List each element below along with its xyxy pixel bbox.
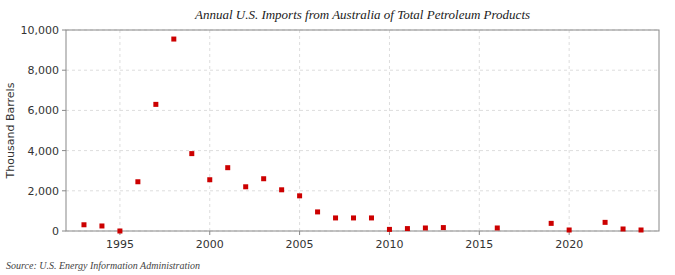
y-tick-label: 8,000 [28,64,60,77]
point [495,225,500,230]
point [549,221,554,226]
point [261,176,266,181]
x-grid-line [479,30,480,231]
x-grid-line [299,30,300,231]
y-axis-label: Thousand Barrels [4,82,17,179]
y-tick [62,110,66,111]
point [279,187,284,192]
point [441,225,446,230]
y-tick-label: 6,000 [28,104,60,117]
y-tick-label: 4,000 [28,145,60,158]
source-note: Source: U.S. Energy Information Administ… [6,260,200,271]
point [639,227,644,232]
x-tick [299,231,300,235]
y-tick [62,150,66,151]
point [423,225,428,230]
x-grid-line [119,30,120,231]
point [207,177,212,182]
chart-svg: 0 2,000 4,000 6,000 8,000 10,000 1995 2000 2005 2… [0,0,675,275]
point [81,222,86,227]
y-tick [62,190,66,191]
point [351,215,356,220]
x-tick-label: 2000 [196,238,224,251]
point [315,209,320,214]
point [243,184,248,189]
points [81,37,643,234]
y-tick [62,70,66,71]
point [567,227,572,232]
x-tick-label: 1995 [106,238,134,251]
y-grid-line [66,190,659,191]
point [99,223,104,228]
y-grid-line [66,150,659,151]
point [369,215,374,220]
point [171,37,176,42]
x-tick-label: 2020 [555,238,583,251]
x-tick [479,231,480,235]
point [153,102,158,107]
point [603,220,608,225]
y-tick-label: 2,000 [28,185,60,198]
point [189,151,194,156]
y-tick-label: 10,000 [21,24,60,37]
x-grid-line [389,30,390,231]
background [0,0,675,275]
y-tick-label: 0 [52,225,59,238]
point [135,179,140,184]
point [333,215,338,220]
chart-container: 0 2,000 4,000 6,000 8,000 10,000 1995 2000 2005 2… [0,0,675,275]
point [405,226,410,231]
point [621,226,626,231]
x-tick-label: 2010 [375,238,403,251]
axes: 0 2,000 4,000 6,000 8,000 10,000 1995 2000 2005 2… [21,24,660,251]
x-tick-label: 2015 [465,238,493,251]
x-tick [209,231,210,235]
x-grid-line [569,30,570,231]
x-tick-label: 2005 [286,238,314,251]
title: Annual U.S. Imports from Australia of To… [194,7,530,22]
x-grid-line [209,30,210,231]
y-tick [62,30,66,31]
point [387,227,392,232]
point [225,165,230,170]
point [297,193,302,198]
y-tick [62,231,66,232]
point [117,229,122,234]
plot-frame [66,30,659,231]
y-grid-line [66,110,659,111]
grid [66,30,659,231]
y-grid-line [66,70,659,71]
